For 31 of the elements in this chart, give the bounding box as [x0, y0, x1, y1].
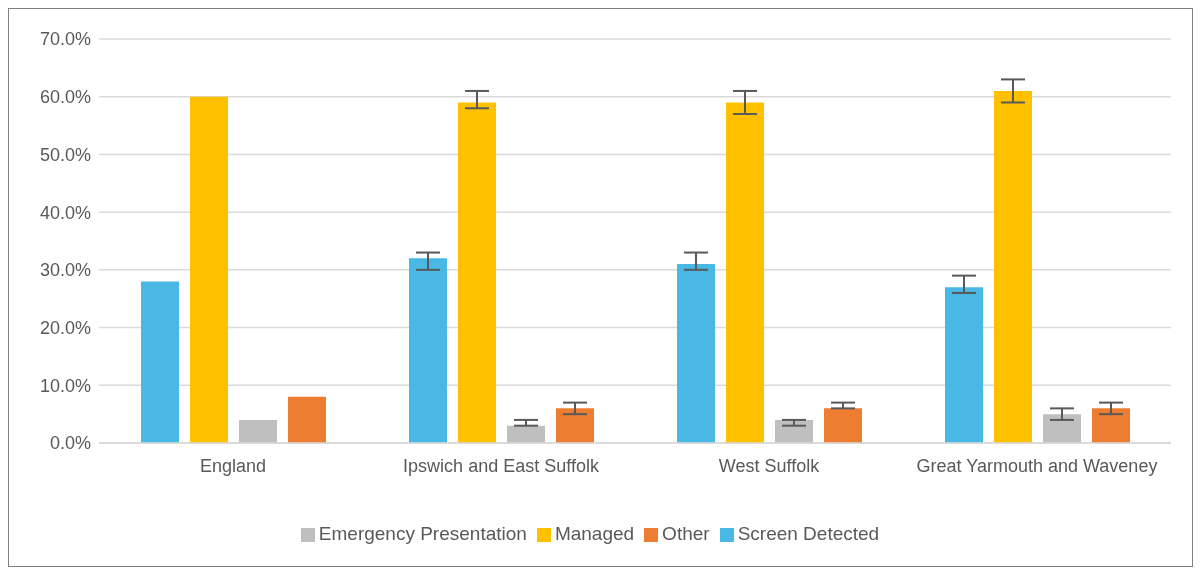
legend-label: Screen Detected: [737, 523, 880, 544]
y-tick-label: 70.0%: [39, 29, 91, 50]
bar: [409, 258, 447, 443]
y-tick-label: 40.0%: [39, 202, 91, 223]
bar: [945, 287, 983, 443]
x-tick-label: England: [199, 455, 267, 476]
y-tick-label: 20.0%: [39, 317, 91, 338]
bar: [458, 102, 496, 443]
bar: [239, 419, 277, 443]
bar: [141, 281, 179, 443]
bar: [1043, 414, 1081, 443]
bar: [190, 96, 228, 443]
bar: [677, 264, 715, 443]
x-tick-label: Great Yarmouth and Waveney: [916, 455, 1158, 476]
y-tick-label: 60.0%: [39, 87, 91, 108]
y-tick-label: 50.0%: [39, 144, 91, 165]
legend-label: Emergency Presentation: [318, 523, 527, 544]
bar: [1092, 408, 1130, 443]
y-tick-label: 30.0%: [39, 260, 91, 281]
x-tick-label: West Suffolk: [718, 455, 821, 476]
bar: [994, 90, 1032, 443]
bar: [556, 408, 594, 443]
bar: [824, 408, 862, 443]
bar: [775, 419, 813, 443]
bar: [288, 396, 326, 443]
legend-label: Other: [662, 523, 710, 544]
x-tick-label: Ipswich and East Suffolk: [403, 455, 600, 476]
bar: [726, 102, 764, 443]
legend-label: Managed: [554, 523, 635, 544]
y-tick-label: 10.0%: [39, 375, 91, 396]
y-tick-label: 0.0%: [49, 433, 91, 454]
